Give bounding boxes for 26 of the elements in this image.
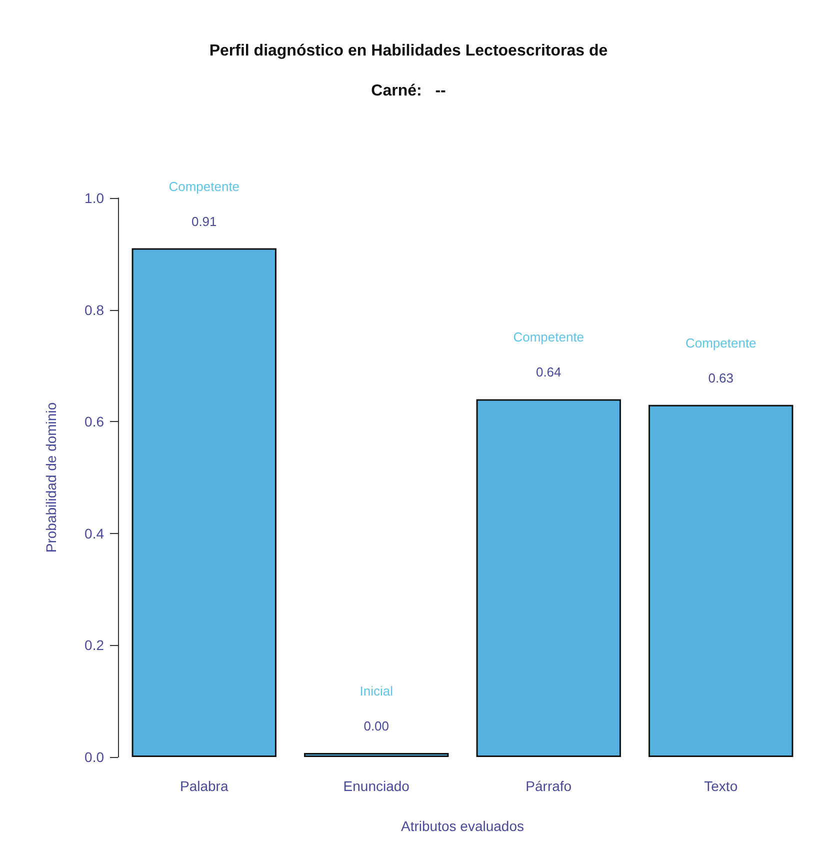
y-tick-label: 0.0: [84, 749, 104, 765]
data-label: 0.64: [536, 364, 562, 380]
x-axis-title: Atributos evaluados: [401, 818, 524, 834]
bar: [476, 399, 621, 757]
annotation: Inicial: [360, 684, 394, 698]
y-tick-label: 0.2: [84, 637, 104, 654]
chart-title: Perfil diagnóstico en Habilidades Lectoescritoras de: [209, 42, 608, 60]
annotation: Competente: [685, 335, 756, 350]
x-tick-label: Texto: [704, 778, 738, 794]
data-label: 0.91: [191, 214, 217, 229]
data-label: 0.00: [364, 718, 390, 734]
bar: [304, 753, 449, 757]
y-tick-label: 1.0: [84, 190, 104, 206]
y-tick-label: 0.8: [84, 302, 104, 318]
bar: [132, 248, 276, 757]
x-tick-label: Palabra: [180, 778, 228, 794]
data-label: 0.63: [708, 370, 734, 386]
x-tick-label: Enunciado: [343, 778, 410, 794]
annotation: Competente: [513, 330, 584, 345]
bar: [648, 404, 794, 757]
x-tick-label: Párrafo: [526, 778, 572, 794]
chart-subtitle: Carné: --: [371, 82, 446, 100]
y-axis-title: Probabilidad de dominio: [43, 402, 59, 553]
y-tick-label: 0.6: [84, 414, 104, 430]
y-tick-label: 0.4: [84, 525, 104, 542]
text: Competente: [168, 178, 240, 194]
